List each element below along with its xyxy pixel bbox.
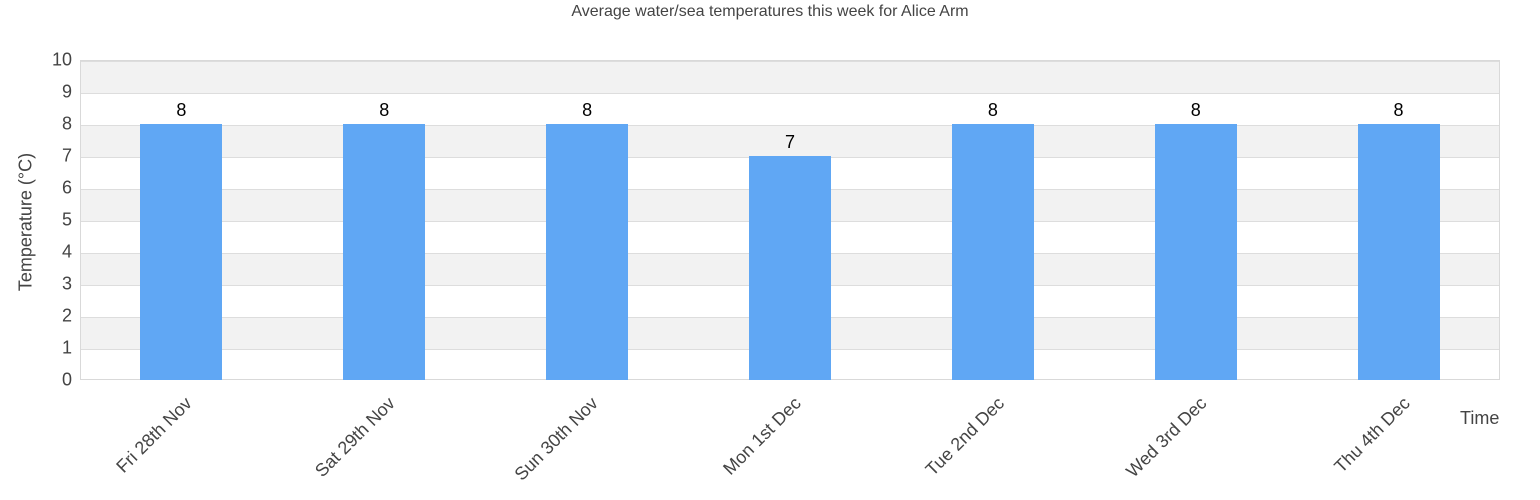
x-axis-label: Time <box>1460 408 1500 428</box>
gridline <box>81 125 1499 126</box>
value-label: 7 <box>784 132 795 152</box>
y-tick-label: 6 <box>61 177 72 198</box>
x-tick-label: Mon 1st Dec <box>719 393 805 479</box>
y-tick-label: 2 <box>61 305 72 326</box>
x-tick-label: Sun 30th Nov <box>510 393 602 485</box>
y-tick-label: 10 <box>51 49 72 70</box>
value-label: 8 <box>379 100 390 120</box>
bar[interactable] <box>1357 124 1440 380</box>
y-tick-label: 3 <box>61 273 72 294</box>
bar[interactable] <box>546 124 629 380</box>
y-tick-label: 4 <box>61 241 72 262</box>
grid-band <box>81 125 1499 157</box>
grid-band <box>81 93 1499 125</box>
grid-band <box>81 61 1499 93</box>
y-tick-label: 9 <box>61 81 72 102</box>
value-label: 8 <box>176 100 187 120</box>
x-tick-label: Sat 29th Nov <box>311 393 400 481</box>
y-tick-label: 1 <box>61 337 72 358</box>
value-label: 8 <box>1393 100 1404 120</box>
x-tick-label: Fri 28th Nov <box>112 393 197 477</box>
y-tick-label: 8 <box>61 113 72 134</box>
bar[interactable] <box>1154 124 1237 380</box>
x-tick-label: Tue 2nd Dec <box>921 393 1008 480</box>
gridline <box>81 93 1499 94</box>
y-tick-label: 7 <box>61 145 72 166</box>
value-label: 8 <box>582 100 593 120</box>
y-tick-label: 5 <box>61 209 72 230</box>
bar[interactable] <box>343 124 426 380</box>
value-label: 8 <box>987 100 998 120</box>
value-label: 8 <box>1190 100 1201 120</box>
bar[interactable] <box>749 156 831 380</box>
y-tick-label: 0 <box>61 369 72 390</box>
gridline <box>81 61 1499 62</box>
x-tick-label: Thu 4th Dec <box>1329 393 1414 477</box>
x-tick-label: Wed 3rd Dec <box>1121 393 1211 482</box>
bar[interactable] <box>951 124 1034 380</box>
chart-title: Average water/sea temperatures this week… <box>571 3 969 20</box>
bar[interactable] <box>140 124 223 380</box>
